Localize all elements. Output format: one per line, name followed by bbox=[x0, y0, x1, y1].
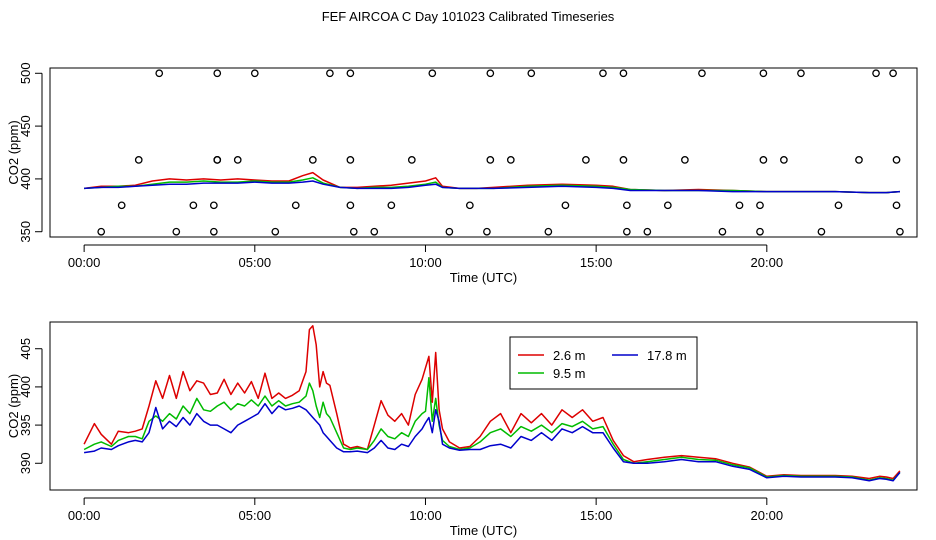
top-data-point bbox=[407, 156, 416, 164]
bottom-x-tick-label: 10:00 bbox=[409, 508, 442, 523]
top-data-point bbox=[619, 156, 628, 164]
top-data-point bbox=[349, 227, 358, 236]
top-data-point bbox=[889, 69, 897, 78]
top-data-point bbox=[896, 227, 904, 236]
top-data-point bbox=[756, 201, 764, 210]
top-data-point bbox=[698, 69, 706, 78]
top-data-point bbox=[817, 227, 826, 236]
top-data-point bbox=[619, 69, 628, 78]
top-y-tick-label: 400 bbox=[18, 168, 33, 190]
top-data-point bbox=[134, 156, 143, 164]
bottom-x-tick-label: 00:00 bbox=[68, 508, 101, 523]
top-data-point bbox=[291, 201, 300, 210]
top-data-point bbox=[189, 201, 198, 210]
top-data-point bbox=[834, 201, 843, 210]
top-data-point bbox=[271, 227, 280, 236]
bottom-y-axis-label: CO2 (ppm) bbox=[6, 374, 21, 438]
top-data-point bbox=[209, 201, 218, 210]
bottom-legend-label: 9.5 m bbox=[553, 366, 586, 381]
top-x-tick-label: 05:00 bbox=[239, 255, 272, 270]
top-data-point bbox=[97, 227, 106, 236]
top-data-point bbox=[527, 69, 536, 78]
top-data-point bbox=[370, 227, 379, 236]
top-data-point bbox=[172, 227, 181, 236]
top-data-point bbox=[428, 69, 437, 78]
page-title: FEF AIRCOA C Day 101023 Calibrated Times… bbox=[321, 9, 615, 24]
top-x-tick-label: 20:00 bbox=[751, 255, 784, 270]
top-data-point bbox=[643, 227, 652, 236]
top-plot-frame bbox=[49, 67, 918, 238]
top-data-point bbox=[718, 227, 727, 236]
top-data-point bbox=[213, 156, 222, 164]
bottom-y-tick-label: 395 bbox=[18, 414, 33, 436]
top-data-point bbox=[346, 69, 355, 78]
top-data-point bbox=[387, 201, 396, 210]
top-data-point bbox=[506, 156, 515, 164]
bottom-plot-frame bbox=[49, 321, 918, 491]
top-data-point bbox=[233, 156, 242, 164]
top-data-point bbox=[486, 69, 495, 78]
top-data-point bbox=[623, 201, 631, 210]
top-data-point bbox=[872, 69, 880, 78]
top-data-point bbox=[780, 156, 788, 164]
bottom-y-tick-label: 405 bbox=[18, 338, 33, 360]
top-x-tick-label: 00:00 bbox=[68, 255, 101, 270]
top-data-point bbox=[663, 201, 672, 210]
top-x-tick-label: 10:00 bbox=[409, 255, 442, 270]
top-data-point bbox=[759, 156, 768, 164]
bottom-series-2-6-mm-line bbox=[83, 325, 901, 480]
top-data-point bbox=[892, 201, 901, 210]
top-data-point bbox=[209, 227, 218, 236]
top-data-point bbox=[623, 227, 631, 236]
top-data-point bbox=[346, 156, 355, 164]
bottom-x-tick-label: 05:00 bbox=[239, 508, 272, 523]
top-data-point bbox=[486, 156, 495, 164]
top-data-point bbox=[465, 201, 474, 210]
top-data-point bbox=[599, 69, 607, 78]
bottom-y-tick-label: 390 bbox=[18, 452, 33, 474]
top-data-point bbox=[250, 69, 259, 78]
bottom-x-tick-label: 15:00 bbox=[580, 508, 613, 523]
bottom-y-tick-label: 400 bbox=[18, 376, 33, 398]
bottom-x-tick-label: 20:00 bbox=[751, 508, 784, 523]
top-x-tick-label: 15:00 bbox=[580, 255, 613, 270]
top-y-tick-label: 350 bbox=[18, 221, 33, 243]
top-data-point bbox=[892, 156, 901, 164]
top-series-9-5-mm-line bbox=[84, 177, 900, 194]
top-data-point bbox=[797, 69, 805, 78]
top-y-tick-label: 450 bbox=[18, 115, 33, 137]
top-data-point bbox=[326, 69, 334, 78]
top-data-point bbox=[117, 201, 126, 210]
bottom-legend-label: 2.6 m bbox=[553, 348, 586, 363]
top-data-point bbox=[445, 227, 454, 236]
top-data-point bbox=[735, 201, 744, 210]
top-data-point bbox=[681, 156, 689, 164]
top-data-point bbox=[582, 156, 590, 164]
top-data-point bbox=[544, 227, 553, 236]
top-data-point bbox=[155, 69, 164, 78]
top-data-point bbox=[213, 69, 222, 78]
top-y-axis-label: CO2 (ppm) bbox=[6, 120, 21, 184]
bottom-series-9-5-mm-line bbox=[83, 376, 901, 481]
top-data-point bbox=[561, 201, 570, 210]
top-x-axis-label: Time (UTC) bbox=[450, 270, 517, 285]
top-data-point bbox=[483, 227, 491, 236]
top-data-point bbox=[855, 156, 863, 164]
top-y-tick-label: 500 bbox=[18, 62, 33, 84]
bottom-x-axis-label: Time (UTC) bbox=[450, 523, 517, 538]
top-series-17-8-mm-line bbox=[84, 180, 900, 194]
bottom-legend-box bbox=[509, 336, 698, 390]
top-data-point bbox=[346, 201, 355, 210]
bottom-legend-label: 17.8 m bbox=[647, 348, 687, 363]
top-data-point bbox=[759, 69, 768, 78]
bottom-series-17-8-mm-line bbox=[83, 402, 901, 482]
top-data-point bbox=[308, 156, 317, 164]
top-data-point bbox=[756, 227, 764, 236]
